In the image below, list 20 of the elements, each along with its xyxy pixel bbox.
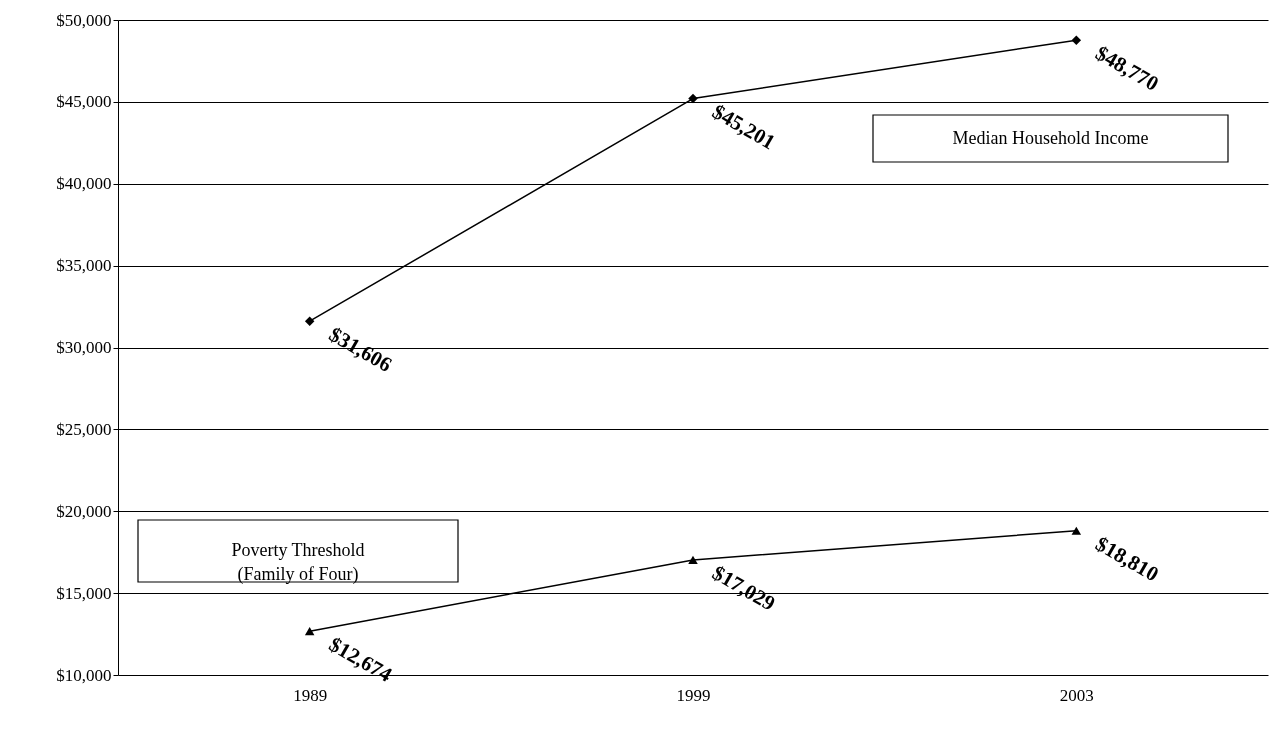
y-tick-label: $45,000	[56, 92, 112, 112]
x-tick-label: 1989	[293, 685, 328, 705]
point	[688, 555, 698, 565]
y-tick-label: $10,000	[56, 665, 112, 685]
y-tick-label: $30,000	[56, 338, 112, 357]
text: Median Household Income	[952, 127, 1149, 148]
y-tick-label: $35,000	[56, 256, 112, 276]
y-tick-label: $25,000	[56, 419, 112, 439]
text: Poverty Threshold (Family of Four)	[231, 540, 365, 585]
point	[688, 93, 698, 104]
y-tick-label: $15,000	[56, 583, 112, 603]
point	[1071, 35, 1082, 45]
x-tick-label: 1999	[676, 685, 711, 705]
point	[304, 316, 315, 326]
point	[304, 627, 315, 636]
y-tick-label: $20,000	[56, 501, 112, 521]
y-tick-label: $40,000	[56, 174, 112, 194]
y-tick-label: $50,000	[56, 10, 112, 30]
point	[1071, 526, 1082, 535]
x-tick-label: 2003	[1059, 685, 1094, 705]
